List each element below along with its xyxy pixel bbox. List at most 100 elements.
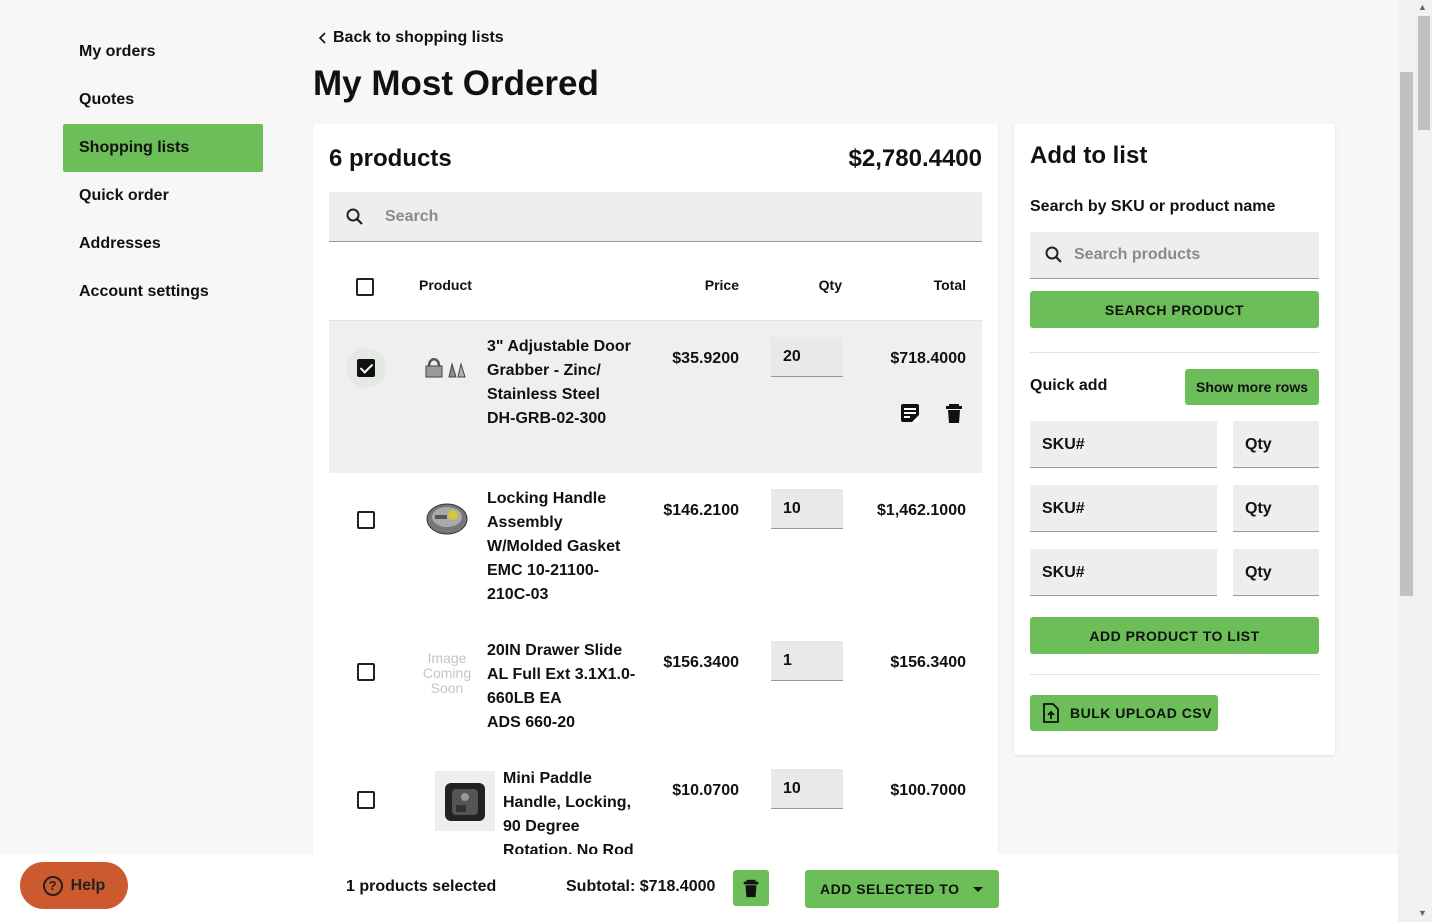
search-sku-label: Search by SKU or product name [1030,198,1276,215]
quick-add-label: Quick add [1030,377,1108,394]
sku-field[interactable]: SKU# [1030,549,1217,596]
product-image-paddle-handle [435,771,495,831]
add-to-list-title: Add to list [1030,142,1148,169]
sidebar-item-quick-order[interactable]: Quick order [79,187,169,204]
product-price: $146.2100 [663,502,739,519]
table-row: Locking Handle Assembly W/Molded Gasket … [329,473,982,625]
selected-count: 1 products selected [346,878,497,895]
bulk-upload-csv-button[interactable]: BULK UPLOAD CSV [1030,695,1218,731]
add-selected-label: ADD SELECTED TO [820,881,960,897]
product-title: 20IN Drawer Slide AL Full Ext 3.1X1.0-66… [487,642,636,707]
product-name[interactable]: 3" Adjustable Door Grabber - Zinc/ Stain… [487,335,637,431]
sidebar-item-addresses[interactable]: Addresses [79,235,161,252]
delete-selected-button[interactable] [733,870,769,906]
help-button[interactable]: ? Help [20,862,128,909]
quantity-input[interactable]: 20 [771,337,843,377]
table-row: Mini Paddle Handle, Locking, 90 Degree R… [329,753,982,864]
sidebar-item-account-settings[interactable]: Account settings [79,283,209,300]
search-products-placeholder: Search products [1074,246,1201,263]
caret-down-icon [973,886,984,892]
add-to-list-panel: Add to list Search by SKU or product nam… [1014,124,1335,755]
product-image-locking-handle [419,491,475,547]
door-grabber-image [425,358,466,378]
select-all-checkbox[interactable] [356,278,374,296]
sidebar-item-shopping-lists[interactable]: Shopping lists [63,124,263,172]
quantity-input[interactable]: 10 [771,489,843,529]
table-row: 3" Adjustable Door Grabber - Zinc/ Stain… [329,321,982,473]
add-selected-to-button[interactable]: ADD SELECTED TO [805,870,999,908]
paddle-handle-image [445,783,485,821]
scrollbar-thumb[interactable] [1418,16,1430,130]
column-header-total: Total [933,277,966,293]
sku-field[interactable]: SKU# [1030,485,1217,532]
sidebar-item-my-orders[interactable]: My orders [79,43,156,60]
selection-action-bar: ? Help 1 products selected Subtotal: $71… [0,854,1398,922]
trash-icon [743,879,759,898]
account-sidebar: My orders Quotes Shopping lists Quick or… [63,28,263,316]
locking-handle-image [426,503,468,535]
row-checkbox[interactable] [357,511,375,529]
row-checkbox[interactable] [357,663,375,681]
qty-field[interactable]: Qty [1233,485,1319,532]
list-search-placeholder: Search [385,207,439,225]
qty-field[interactable]: Qty [1233,549,1319,596]
page-scrollbar[interactable]: ▲ ▼ [1398,0,1432,922]
row-checkbox[interactable] [357,359,375,377]
add-product-to-list-button[interactable]: ADD PRODUCT TO LIST [1030,617,1319,654]
table-header: Product Price Qty Total [329,254,982,321]
coming-soon-line: Image [427,649,467,666]
note-icon[interactable] [899,402,921,424]
coming-soon-line: Soon [430,679,464,696]
search-product-button[interactable]: SEARCH PRODUCT [1030,291,1319,328]
quantity-input[interactable]: 10 [771,769,843,809]
row-checkbox[interactable] [357,791,375,809]
image-coming-soon-placeholder: Image Coming Soon [422,649,472,696]
page-title: My Most Ordered [313,64,599,103]
quantity-input[interactable]: 1 [771,641,843,681]
product-image-door-grabber [419,339,475,395]
back-link-label: Back to shopping lists [333,29,504,46]
back-to-lists-link[interactable]: Back to shopping lists [313,27,504,49]
show-more-rows-button[interactable]: Show more rows [1185,369,1319,405]
product-price: $156.3400 [663,654,739,671]
row-checkbox-wrap [346,348,386,388]
search-products-input[interactable]: Search products [1030,232,1319,279]
scroll-down-arrow-icon[interactable]: ▼ [1418,908,1427,918]
product-name[interactable]: Mini Paddle Handle, Locking, 90 Degree R… [503,767,653,863]
list-search-input[interactable]: Search [329,192,982,242]
file-upload-icon [1043,703,1059,723]
divider [1030,352,1319,353]
list-summary: 6 products $2,780.4400 [329,144,982,174]
qty-field[interactable]: Qty [1233,421,1319,468]
shopping-list-card: 6 products $2,780.4400 Search Product Pr… [313,124,998,864]
product-sku: ADS 660-20 [487,714,576,731]
product-name[interactable]: 20IN Drawer Slide AL Full Ext 3.1X1.0-66… [487,639,637,735]
selected-subtotal: Subtotal: $718.4000 [566,878,716,895]
coming-soon-line: Coming [422,664,472,681]
product-price: $10.0700 [672,782,739,799]
line-total: $1,462.1000 [877,502,966,519]
chevron-left-icon [318,32,326,44]
column-header-price: Price [704,277,739,293]
sku-field[interactable]: SKU# [1030,421,1217,468]
product-sku: DH-GRB-02-300 [487,410,607,427]
scroll-up-arrow-icon[interactable]: ▲ [1418,2,1427,12]
product-name[interactable]: Locking Handle Assembly W/Molded Gasket … [487,487,637,607]
list-grand-total: $2,780.4400 [848,145,982,172]
column-header-qty: Qty [818,277,842,293]
scrollbar-thumb[interactable] [1400,72,1413,596]
product-price: $35.9200 [672,350,739,367]
product-title: Locking Handle Assembly W/Molded Gasket [487,490,621,555]
delete-icon[interactable] [943,402,965,424]
sidebar-item-quotes[interactable]: Quotes [79,91,135,108]
search-icon [346,208,363,225]
column-header-product: Product [419,277,472,293]
product-title: 3" Adjustable Door Grabber - Zinc/ Stain… [487,338,631,403]
bulk-upload-label: BULK UPLOAD CSV [1070,705,1213,721]
product-sku: EMC 10-21100-210C-03 [487,562,600,603]
product-image-coming-soon: Image Coming Soon [419,645,475,701]
help-label: Help [70,876,106,894]
product-count: 6 products [329,145,452,172]
row-checkbox-wrap [357,663,375,686]
product-title: Mini Paddle Handle, Locking, 90 Degree R… [503,770,634,859]
